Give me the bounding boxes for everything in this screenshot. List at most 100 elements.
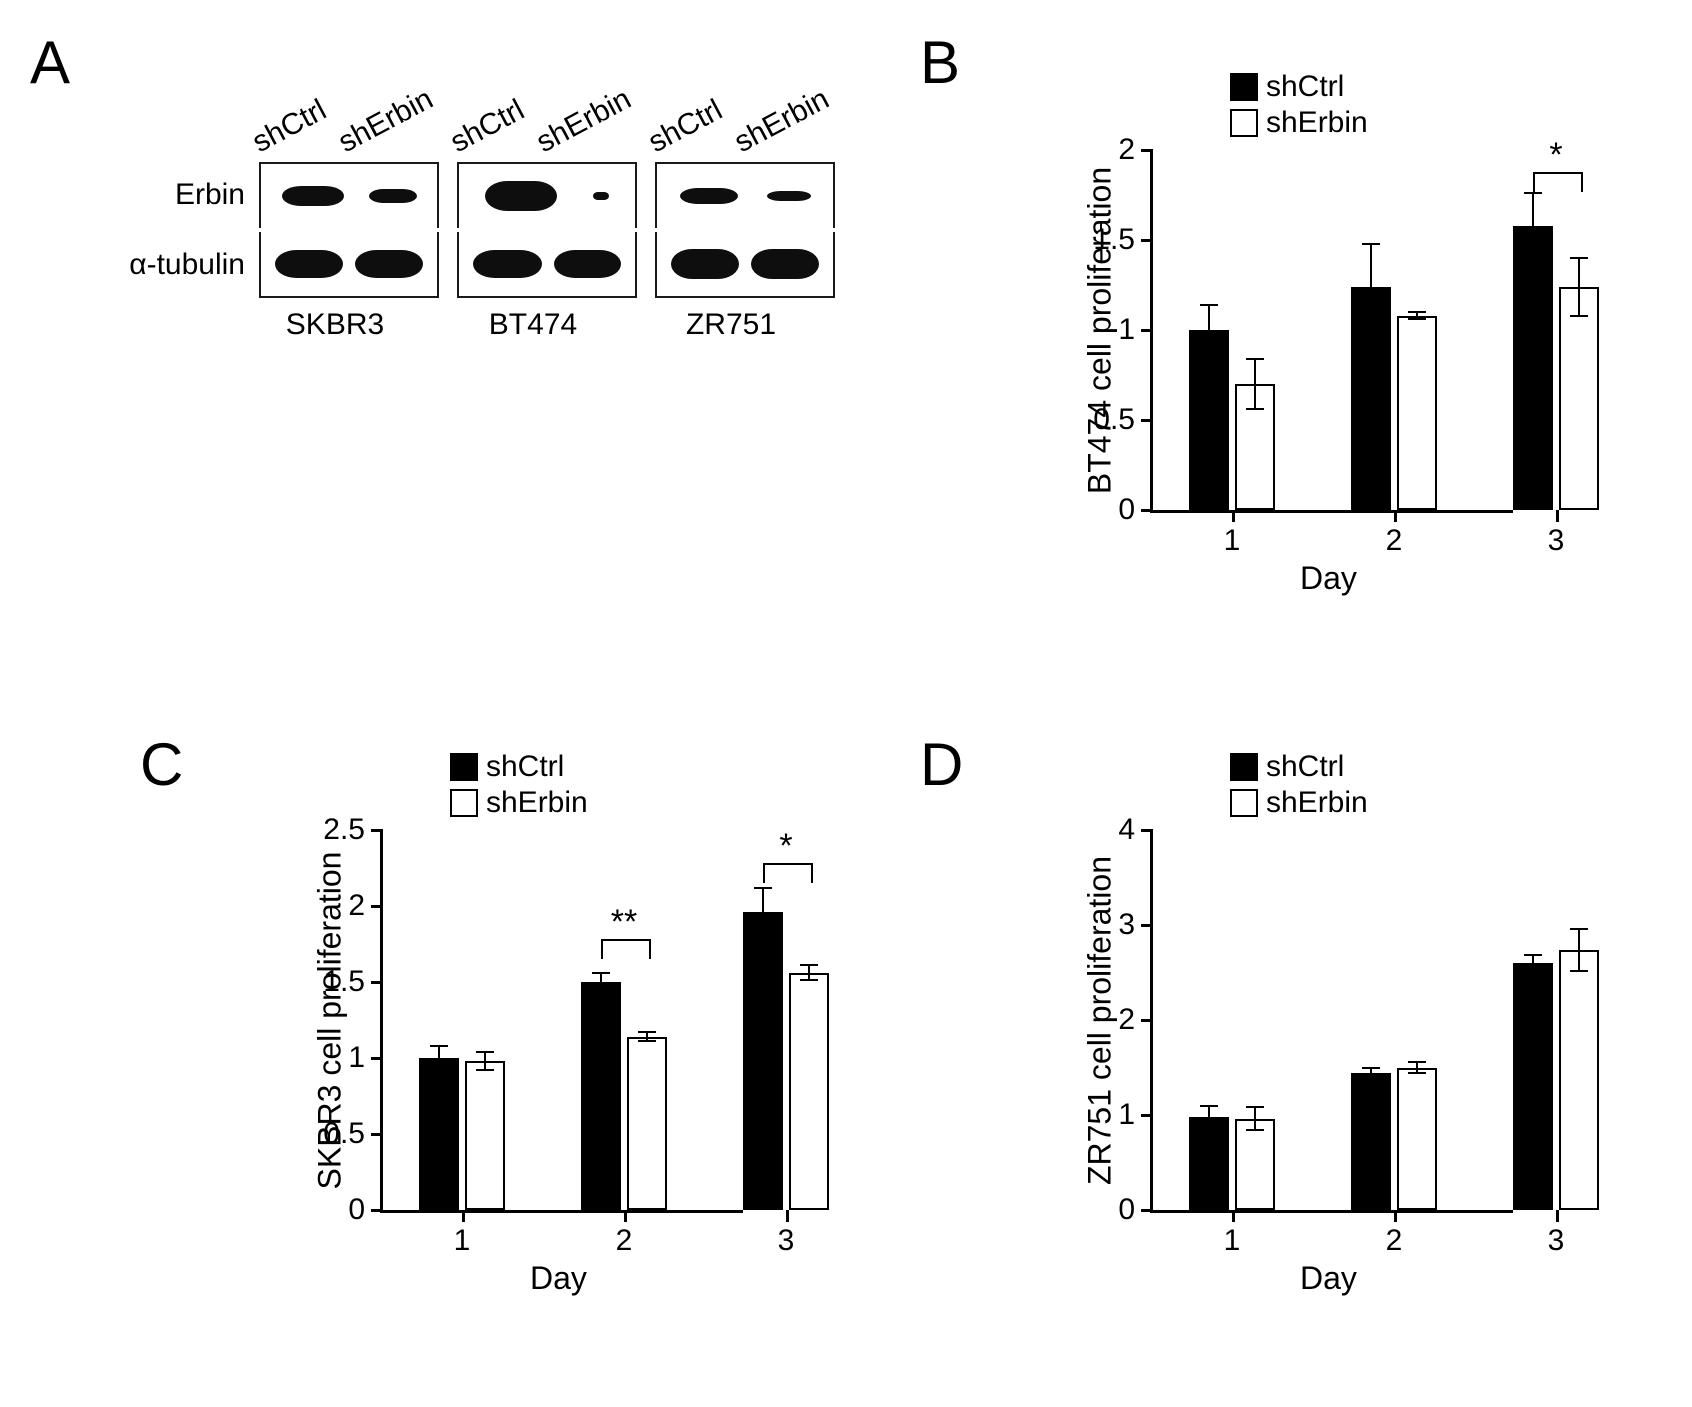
error-cap bbox=[1524, 257, 1542, 259]
legend-label: shErbin bbox=[1266, 106, 1368, 140]
bar bbox=[1513, 226, 1553, 510]
legend-item: shCtrl bbox=[1230, 70, 1368, 104]
x-axis-label: Day bbox=[1300, 1260, 1357, 1297]
y-axis-label: BT474 cell proliferation bbox=[1082, 151, 1119, 511]
y-tick-label: 1.5 bbox=[1093, 223, 1135, 257]
x-tick bbox=[786, 1210, 789, 1222]
figure: A B C D shCtrlshErbinshCtrlshErbinshCtrl… bbox=[20, 20, 1672, 1387]
blot-row-tubulin: α-tubulin bbox=[105, 230, 835, 300]
chart-D: shCtrlshErbinZR751 cell proliferation012… bbox=[1010, 760, 1570, 1320]
error-cap bbox=[1246, 1129, 1264, 1131]
error-bar bbox=[1254, 359, 1256, 409]
error-cap bbox=[638, 1040, 656, 1042]
legend: shCtrlshErbin bbox=[450, 750, 588, 822]
y-tick bbox=[371, 1057, 383, 1060]
significance-label: ** bbox=[611, 905, 637, 939]
lane-header: shErbin bbox=[531, 82, 637, 160]
y-tick-label: 2 bbox=[1118, 1003, 1135, 1037]
x-tick-label: 3 bbox=[1548, 524, 1565, 558]
band bbox=[671, 249, 739, 279]
y-tick bbox=[1141, 509, 1153, 512]
blot-group bbox=[259, 232, 439, 298]
legend-item: shErbin bbox=[1230, 106, 1368, 140]
legend-label: shErbin bbox=[1266, 786, 1368, 820]
y-tick bbox=[1141, 924, 1153, 927]
cell-line-row: SKBR3BT474ZR751 bbox=[245, 308, 835, 342]
error-cap bbox=[638, 1031, 656, 1033]
error-cap bbox=[1362, 243, 1380, 245]
error-cap bbox=[1524, 970, 1542, 972]
blot-group bbox=[457, 232, 637, 298]
error-bar bbox=[1578, 929, 1580, 971]
x-tick bbox=[1556, 510, 1559, 522]
legend-label: shCtrl bbox=[486, 750, 564, 784]
x-tick bbox=[1232, 510, 1235, 522]
band bbox=[554, 250, 621, 278]
error-cap bbox=[592, 990, 610, 992]
legend-swatch bbox=[1230, 789, 1258, 817]
x-tick-label: 1 bbox=[454, 1224, 471, 1258]
plot-area: 01234123 bbox=[1150, 830, 1513, 1213]
y-axis-label: ZR751 cell proliferation bbox=[1082, 831, 1119, 1211]
error-cap bbox=[592, 972, 610, 974]
x-tick-label: 1 bbox=[1224, 524, 1241, 558]
band bbox=[369, 189, 417, 203]
blot-group bbox=[457, 162, 637, 228]
cell-line-label: BT474 bbox=[443, 308, 623, 342]
legend-label: shErbin bbox=[486, 786, 588, 820]
legend-label: shCtrl bbox=[1266, 70, 1344, 104]
error-cap bbox=[754, 887, 772, 889]
y-tick-label: 2.5 bbox=[323, 813, 365, 847]
error-cap bbox=[1408, 318, 1426, 320]
bar bbox=[419, 1058, 459, 1210]
error-bar bbox=[1532, 193, 1534, 258]
lane-header: shCtrl bbox=[247, 93, 332, 160]
y-tick bbox=[371, 1133, 383, 1136]
error-bar bbox=[762, 888, 764, 937]
bar bbox=[1351, 1073, 1391, 1210]
significance-bracket bbox=[601, 939, 651, 959]
error-cap bbox=[476, 1051, 494, 1053]
error-cap bbox=[1246, 358, 1264, 360]
error-cap bbox=[1524, 192, 1542, 194]
legend: shCtrlshErbin bbox=[1230, 750, 1368, 822]
cell-line-label: ZR751 bbox=[641, 308, 821, 342]
error-cap bbox=[1524, 954, 1542, 956]
x-tick bbox=[1556, 1210, 1559, 1222]
y-tick-label: 1 bbox=[348, 1041, 365, 1075]
y-tick bbox=[1141, 419, 1153, 422]
error-cap bbox=[1570, 257, 1588, 259]
band bbox=[767, 191, 811, 201]
y-tick bbox=[371, 1209, 383, 1212]
legend-item: shErbin bbox=[450, 786, 588, 820]
band bbox=[751, 249, 819, 279]
lane-header: shErbin bbox=[729, 82, 835, 160]
legend-item: shErbin bbox=[1230, 786, 1368, 820]
band bbox=[282, 186, 344, 206]
error-cap bbox=[1570, 970, 1588, 972]
error-cap bbox=[476, 1069, 494, 1071]
bar bbox=[465, 1061, 505, 1210]
bar bbox=[1397, 316, 1437, 510]
error-cap bbox=[1408, 311, 1426, 313]
y-tick bbox=[371, 981, 383, 984]
blot-row-label: α-tubulin bbox=[105, 248, 259, 282]
plot-area: 00.511.52123* bbox=[1150, 150, 1513, 513]
lane-header-row: shCtrlshErbinshCtrlshErbinshCtrlshErbin bbox=[245, 70, 835, 160]
error-cap bbox=[1570, 928, 1588, 930]
blot-row-erbin: Erbin bbox=[105, 160, 835, 230]
band bbox=[275, 250, 343, 278]
x-tick bbox=[1394, 510, 1397, 522]
error-cap bbox=[754, 935, 772, 937]
error-bar bbox=[600, 973, 602, 991]
legend-item: shCtrl bbox=[450, 750, 588, 784]
significance-label: * bbox=[779, 829, 792, 863]
chart-B: shCtrlshErbinBT474 cell proliferation00.… bbox=[1010, 80, 1570, 600]
band bbox=[485, 181, 557, 211]
bar bbox=[789, 973, 829, 1210]
western-blot: shCtrlshErbinshCtrlshErbinshCtrlshErbinE… bbox=[105, 70, 835, 342]
y-tick-label: 1.5 bbox=[323, 965, 365, 999]
x-axis-label: Day bbox=[530, 1260, 587, 1297]
y-tick bbox=[1141, 329, 1153, 332]
error-cap bbox=[1246, 408, 1264, 410]
